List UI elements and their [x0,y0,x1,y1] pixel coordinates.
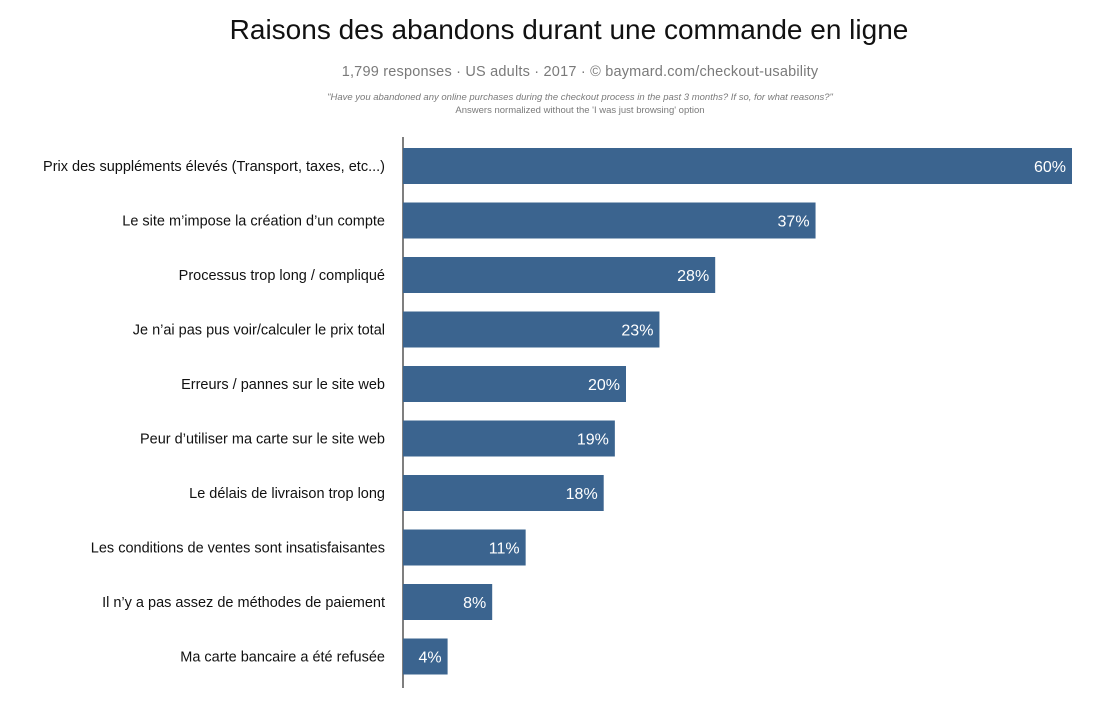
category-label-1: Le site m’impose la création d’un compte [122,214,385,230]
bar-1 [403,202,816,239]
chart-title: Raisons des abandons durant une commande… [229,14,909,45]
value-label-7: 11% [489,541,520,558]
survey-question: "Have you abandoned any online purchases… [327,92,833,103]
chart-subtitle: 1,799 responses · US adults · 2017 · © b… [341,64,819,80]
value-label-5: 19% [577,432,609,449]
bar-2 [403,257,716,293]
value-label-3: 23% [621,323,653,340]
value-label-4: 20% [588,377,620,394]
value-label-1: 37% [778,214,810,231]
bar-7 [403,529,526,566]
category-label-0: Prix des suppléments élevés (Transport, … [43,159,385,175]
value-label-0: 60% [1034,159,1066,176]
value-label-2: 28% [677,268,709,285]
bar-3 [403,311,660,348]
bar-4 [403,366,626,402]
category-label-4: Erreurs / pannes sur le site web [181,377,385,393]
category-label-5: Peur d’utiliser ma carte sur le site web [140,432,385,448]
value-label-8: 8% [463,595,486,612]
category-label-7: Les conditions de ventes sont insatisfai… [91,541,385,557]
value-label-9: 4% [418,650,441,667]
bar-8 [403,584,493,620]
bar-9 [403,638,448,675]
value-label-6: 18% [566,486,598,503]
bar-5 [403,420,615,457]
category-label-9: Ma carte bancaire a été refusée [180,650,385,666]
normalization-note: Answers normalized without the 'I was ju… [455,105,705,116]
category-label-8: Il n’y a pas assez de méthodes de paieme… [102,595,385,611]
category-label-2: Processus trop long / compliqué [179,268,385,284]
category-label-3: Je n’ai pas pus voir/calculer le prix to… [133,323,385,339]
bar-0 [403,148,1072,184]
bar-6 [403,475,604,511]
category-label-6: Le délais de livraison trop long [189,486,385,502]
